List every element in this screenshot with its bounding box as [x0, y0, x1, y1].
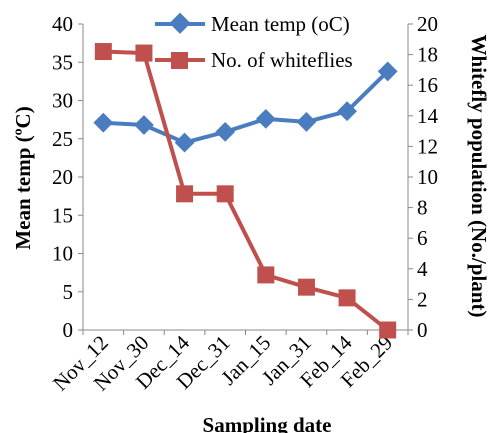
y-right-tick-label: 20	[417, 12, 438, 36]
mean-temp-point	[134, 115, 154, 135]
y-left-tick-label: 15	[52, 203, 73, 227]
legend-temp-marker	[169, 12, 191, 34]
y-left-tick-label: 30	[52, 89, 73, 113]
y-right-tick-label: 12	[417, 134, 438, 158]
legend-whitefly-label: No. of whiteflies	[211, 48, 353, 72]
whitefly-point	[135, 44, 153, 62]
series-line-whiteflies	[103, 49, 389, 332]
y-right-tick-label: 10	[417, 165, 438, 189]
y-axis-right-title: Whitefly population (No./plant)	[467, 35, 490, 318]
mean-temp-point	[377, 61, 398, 82]
mean-temp-point	[93, 112, 114, 133]
y-right-tick-label: 0	[417, 318, 428, 342]
y-right-tick-label: 6	[417, 226, 428, 250]
mean-temp-point	[337, 101, 357, 122]
legend-whitefly-marker	[171, 52, 188, 69]
whitefly-point	[176, 185, 194, 203]
y-axis-left-title: Mean temp (ºC)	[11, 106, 35, 249]
y-right-tick-label: 4	[417, 257, 428, 281]
whitefly-point	[297, 278, 315, 296]
y-left-tick-label: 35	[52, 50, 73, 74]
y-right-tick-label: 14	[417, 104, 439, 128]
legend-temp-label: Mean temp (oC)	[211, 12, 350, 36]
x-axis-title: Sampling date	[203, 413, 332, 433]
axes	[78, 23, 413, 335]
mean-temp-point	[215, 121, 236, 142]
whitefly-point	[338, 289, 356, 307]
whitefly-point	[94, 43, 112, 61]
series-layer	[93, 43, 398, 339]
y-right-tick-label: 8	[417, 196, 428, 220]
mean-temp-point	[174, 132, 195, 153]
y-left-tick-label: 5	[63, 280, 74, 304]
whitefly-point	[379, 321, 397, 339]
y-left-tick-label: 25	[52, 127, 73, 151]
y-left-tick-label: 20	[52, 165, 73, 189]
whitefly-point	[216, 185, 234, 203]
whitefly-point	[257, 266, 275, 284]
y-left-tick-label: 0	[63, 318, 74, 342]
y-right-tick-label: 16	[417, 73, 438, 97]
y-left-tick-label: 10	[52, 242, 73, 266]
mean-temp-point	[296, 112, 317, 132]
y-right-tick-label: 2	[417, 287, 428, 311]
legend: Mean temp (oC) No. of whiteflies	[155, 12, 353, 72]
mean-temp-point	[255, 108, 276, 129]
y-left-tick-label: 40	[52, 12, 73, 36]
y-right-tick-label: 18	[417, 43, 438, 67]
